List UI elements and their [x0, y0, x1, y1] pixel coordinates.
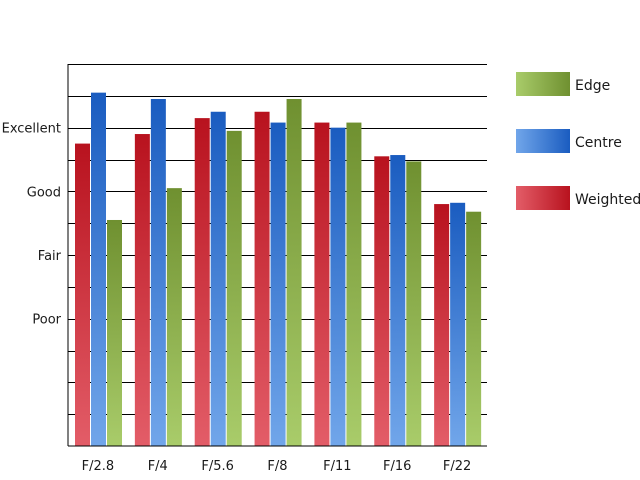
- legend: Edge Centre Weighted: [516, 72, 640, 210]
- x-tick-label: F/8: [267, 459, 287, 474]
- x-tick-label: F/22: [443, 459, 471, 474]
- legend-label-centre: Centre: [575, 135, 622, 151]
- bar-edge-f22: [466, 211, 482, 446]
- y-tick-label: Excellent: [2, 122, 61, 137]
- bar-centre-f22: [450, 202, 466, 446]
- bar-edge-f16: [406, 161, 422, 446]
- bar-centre-f4: [150, 99, 166, 447]
- x-tick-label: F/5.6: [201, 459, 234, 474]
- x-tick-label: F/4: [148, 459, 168, 474]
- y-tick-label: Fair: [38, 249, 62, 264]
- bar-weighted-f11: [314, 122, 330, 446]
- bar-weighted-f5.6: [194, 118, 210, 446]
- bar-weighted-f16: [374, 156, 390, 447]
- x-tick-label: F/11: [323, 459, 351, 474]
- x-tick-labels: F/2.8 F/4 F/5.6 F/8 F/11 F/16 F/22: [82, 459, 472, 474]
- legend-swatch-weighted: [516, 186, 570, 210]
- bars: [75, 92, 482, 447]
- bar-centre-f8: [270, 122, 286, 446]
- bar-edge-f11: [346, 122, 362, 446]
- bar-weighted-f8: [254, 111, 270, 446]
- bar-weighted-f4: [134, 134, 150, 447]
- bar-centre-f11: [330, 127, 346, 447]
- bar-edge-f8: [286, 99, 302, 447]
- legend-swatch-edge: [516, 72, 570, 96]
- bar-centre-f5.6: [210, 111, 226, 446]
- x-tick-label: F/2.8: [82, 459, 115, 474]
- y-tick-label: Good: [27, 185, 61, 200]
- y-tick-labels: Poor Fair Good Excellent: [2, 122, 62, 328]
- legend-label-edge: Edge: [575, 78, 610, 94]
- legend-label-weighted: Weighted: [575, 192, 640, 208]
- bar-edge-f5.6: [226, 130, 242, 446]
- x-tick-label: F/16: [383, 459, 411, 474]
- bar-weighted-f22: [434, 204, 450, 446]
- bar-edge-f4: [166, 188, 182, 446]
- bar-centre-f16: [390, 155, 406, 446]
- legend-swatch-centre: [516, 129, 570, 153]
- bar-centre-f2.8: [91, 92, 106, 447]
- bar-edge-f2.8: [107, 219, 122, 446]
- axes: [67, 64, 487, 447]
- y-tick-label: Poor: [32, 313, 61, 328]
- bar-weighted-f2.8: [75, 143, 90, 447]
